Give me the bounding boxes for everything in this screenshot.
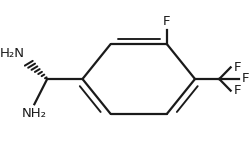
Text: F: F [234, 61, 241, 74]
Text: F: F [163, 15, 170, 28]
Text: F: F [234, 84, 241, 97]
Text: NH₂: NH₂ [22, 107, 47, 120]
Text: F: F [242, 73, 250, 85]
Text: H₂N: H₂N [0, 47, 25, 60]
